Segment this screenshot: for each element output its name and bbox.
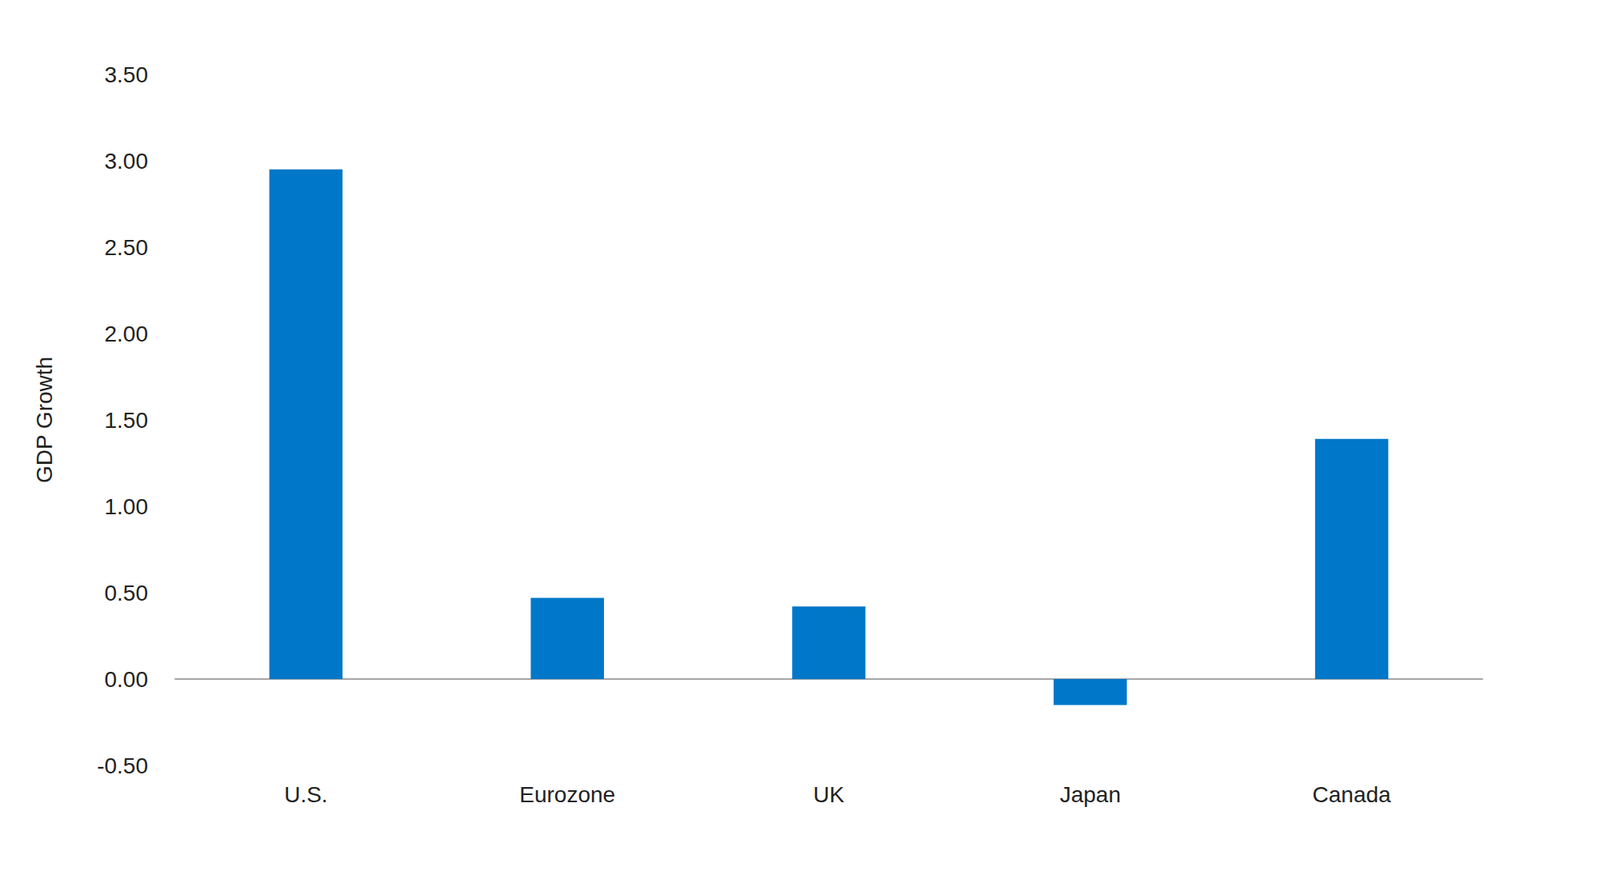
svg-text:2.00: 2.00 <box>104 321 149 347</box>
svg-text:-0.50: -0.50 <box>96 753 148 779</box>
svg-text:Canada: Canada <box>1312 782 1392 808</box>
svg-text:GDP Growth: GDP Growth <box>32 356 57 484</box>
svg-text:3.50: 3.50 <box>104 62 149 88</box>
svg-text:0.50: 0.50 <box>104 580 149 606</box>
svg-text:UK: UK <box>813 782 845 808</box>
svg-text:Eurozone: Eurozone <box>519 782 616 808</box>
svg-text:Japan: Japan <box>1060 782 1121 808</box>
svg-text:1.00: 1.00 <box>104 494 149 520</box>
svg-text:0.00: 0.00 <box>104 667 149 692</box>
svg-text:U.S.: U.S. <box>284 782 328 808</box>
svg-text:1.50: 1.50 <box>104 408 149 433</box>
svg-text:2.50: 2.50 <box>104 235 149 260</box>
svg-text:3.00: 3.00 <box>104 148 149 174</box>
